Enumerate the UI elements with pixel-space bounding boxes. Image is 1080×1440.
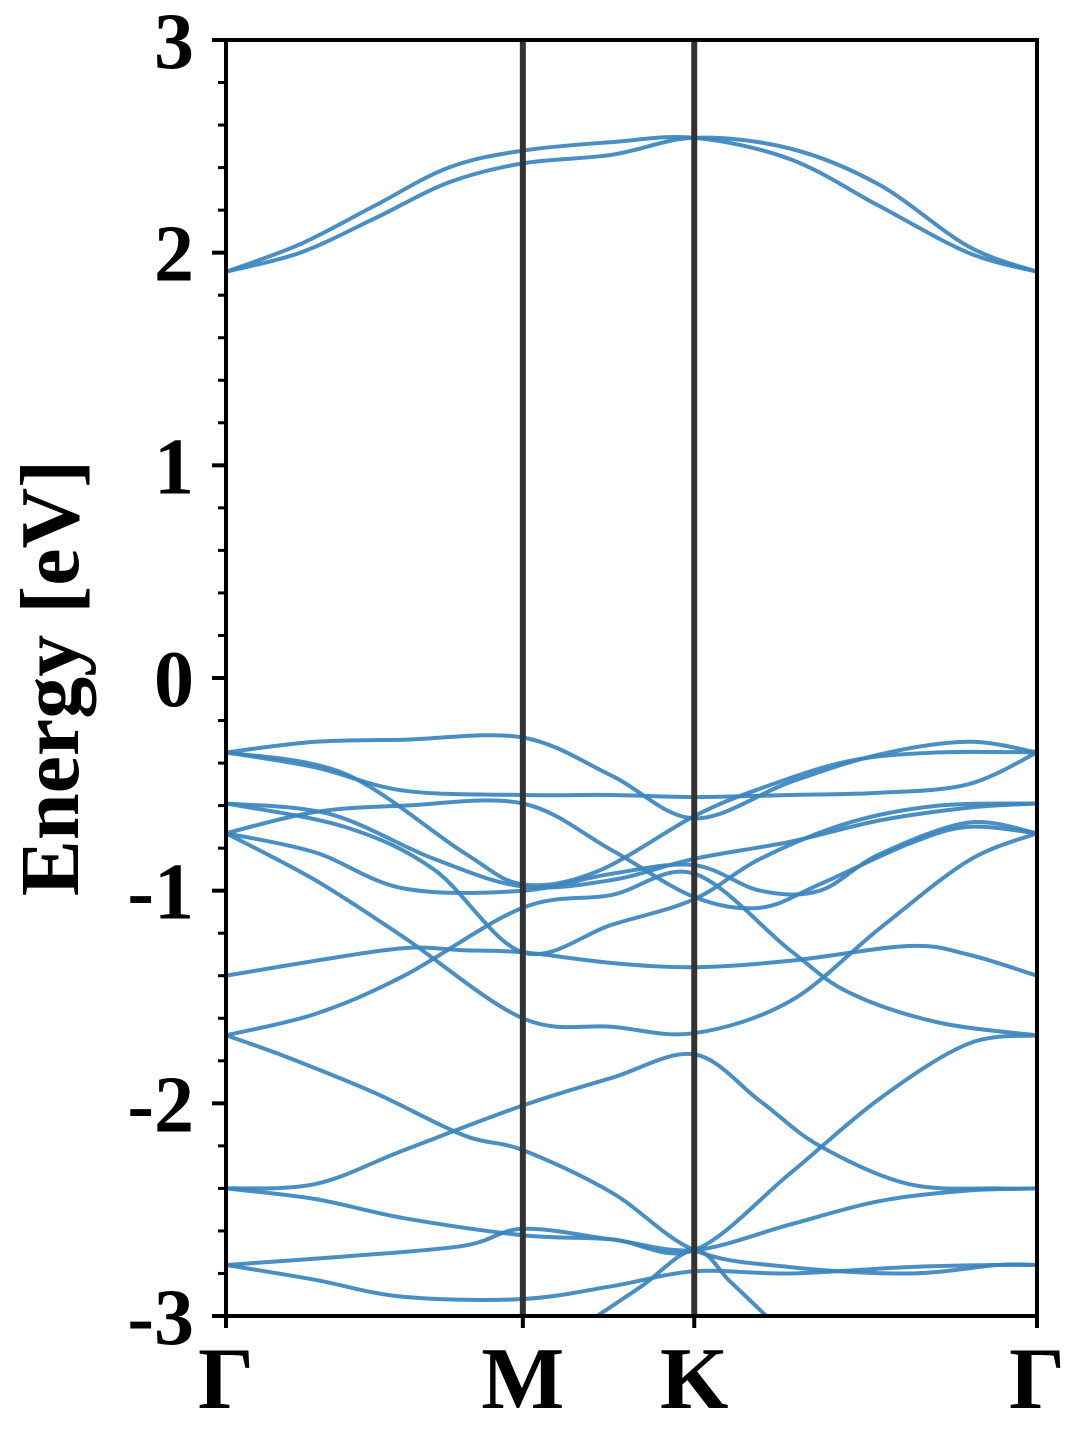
y-tick-label: -2 [127,1061,194,1149]
band-line-13 [226,1033,1037,1276]
kpath-vertical-lines [519,40,698,1316]
band-line-8 [226,798,1037,911]
band-line-12 [226,869,1037,1038]
y-axis-ticks [212,38,226,1318]
kpoint-label-M: M [481,1331,564,1428]
band-line-9 [226,819,1037,897]
band-line-7 [226,801,1037,957]
kpoint-label-K: K [660,1331,728,1428]
band-line-15 [226,1033,1037,1256]
kpoint-label-Γ: Γ [198,1331,254,1428]
kpoint-label-Γ: Γ [1009,1331,1065,1428]
y-axis-tick-labels: 3 2 1 0 -1 -2 -3 [127,0,194,1362]
band-line-1 [226,134,1037,274]
band-line-11 [226,943,1037,978]
band-line-6 [226,801,1037,890]
band-lines [226,134,1037,1316]
band-line-16 [226,1186,1037,1267]
band-line-14 [226,1051,1037,1191]
band-line-5 [226,749,1037,888]
y-tick-label: -1 [127,849,194,937]
y-tick-label: 3 [154,0,194,86]
y-axis-title: Energy [eV] [4,460,97,896]
band-line-2 [226,135,1037,274]
band-line-10 [226,831,1037,1037]
y-tick-label: -3 [127,1274,194,1362]
band-line-17 [226,1262,1037,1302]
y-tick-label: 1 [154,423,194,511]
y-tick-label: 2 [154,211,194,299]
band-line-3 [226,733,1037,821]
y-tick-label: 0 [154,636,194,724]
